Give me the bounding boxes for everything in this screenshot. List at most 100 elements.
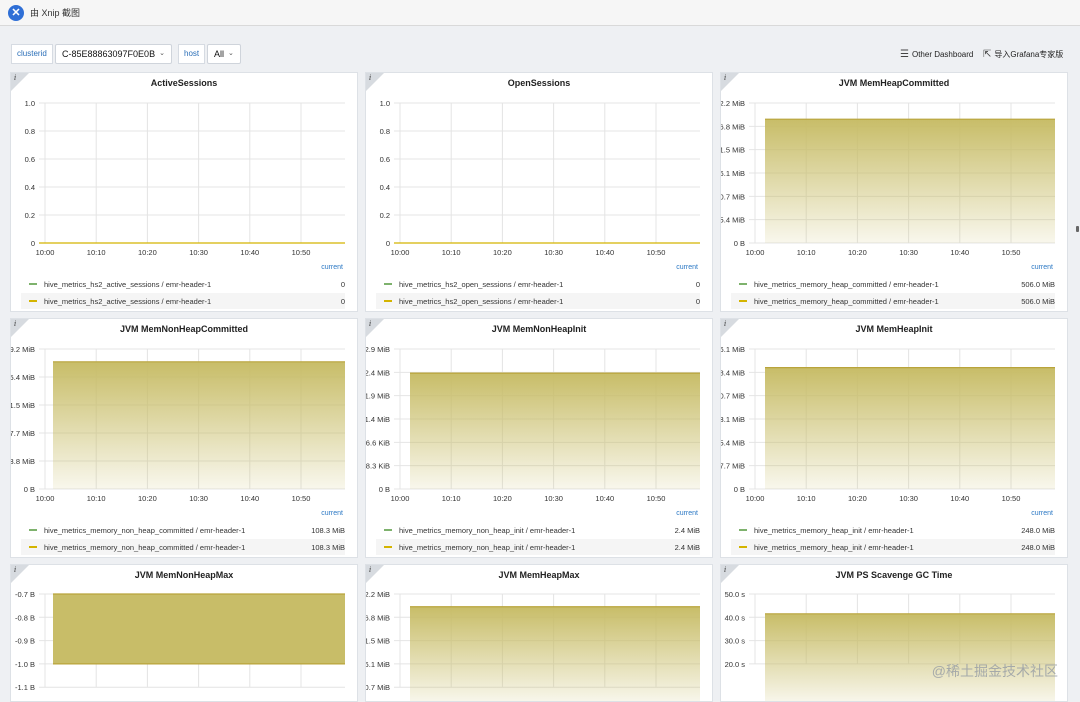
legend-current-header[interactable]: current [1031, 510, 1053, 517]
legend-row[interactable]: hive_metrics_memory_non_heap_committed /… [21, 522, 345, 538]
legend-current-value: 2.4 MiB [674, 542, 700, 552]
panel-jvm-memnonheapinit[interactable]: i JVM MemNonHeapInit 2.9 MiB 2.4 MiB 1.9 MiB… [365, 318, 713, 558]
y-tick-label: 0.2 [380, 211, 390, 220]
panel-info-corner[interactable] [366, 73, 384, 91]
legend-row[interactable]: hive_metrics_hs2_open_sessions / emr-hea… [376, 276, 700, 292]
panel-jvm-memheapinit[interactable]: i JVM MemHeapInit 286.1 MiB 238.4 MiB 190.7 … [720, 318, 1068, 558]
legend-swatch [384, 300, 392, 302]
series-area [53, 361, 345, 489]
chevron-down-icon: ⌄ [159, 50, 165, 57]
info-icon[interactable]: i [369, 320, 372, 328]
legend-current-value: 248.0 MiB [1021, 542, 1055, 552]
legend-series-name: hive_metrics_memory_heap_init / emr-head… [754, 525, 914, 535]
panel-jvm-memnonheapcommitted[interactable]: i JVM MemNonHeapCommitted 119.2 MiB 95.4 Mi… [10, 318, 358, 558]
legend-series-name: hive_metrics_hs2_open_sessions / emr-hea… [399, 279, 564, 289]
info-icon[interactable]: i [724, 74, 727, 82]
legend-row[interactable]: hive_metrics_memory_heap_committed / emr… [731, 293, 1055, 309]
panel-opensessions[interactable]: i OpenSessions 1.0 0.8 0.6 0.4 0.2 0 10:00 10:10 1… [365, 72, 713, 312]
info-icon[interactable]: i [14, 74, 17, 82]
legend-swatch [384, 529, 392, 531]
host-value: All [214, 49, 225, 59]
x-tick-label: 10:20 [848, 248, 867, 257]
panel-title: JVM MemHeapMax [498, 570, 580, 580]
chart-svg: 1.0 0.8 0.6 0.4 0.2 010:00 10:10 10:20 10:30 10:4… [380, 99, 700, 257]
y-tick-label: 1.0 [380, 99, 390, 108]
legend-current-header[interactable]: current [676, 264, 698, 271]
panel-info-corner[interactable] [366, 319, 384, 337]
legend-row[interactable]: hive_metrics_memory_non_heap_init / emr-… [376, 539, 700, 555]
legend-row[interactable]: hive_metrics_hs2_open_sessions / emr-hea… [376, 293, 700, 309]
panel-info-corner[interactable] [11, 73, 29, 91]
window-titlebar: ✕ 由 Xnip 截图 [0, 0, 1080, 26]
panel-info-corner[interactable] [366, 565, 384, 583]
panel-jvm-ps-scavenge-gc-time[interactable]: i JVM PS Scavenge GC Time 50.0 s 40.0 s 30.0… [720, 564, 1068, 702]
clusterid-value: C-85E88863097F0E0B [62, 49, 156, 59]
x-tick-label: 10:50 [292, 494, 311, 503]
legend-current-header[interactable]: current [676, 510, 698, 517]
scrollbar-handle[interactable] [1076, 226, 1079, 232]
y-tick-label: 2.4 MiB [365, 368, 390, 377]
legend-current-header[interactable]: current [321, 264, 343, 271]
panel-info-corner[interactable] [721, 319, 739, 337]
info-icon[interactable]: i [724, 320, 727, 328]
y-tick-label: 572.2 MiB [720, 99, 745, 108]
panel-info-corner[interactable] [721, 73, 739, 91]
x-tick-label: 10:10 [442, 248, 461, 257]
panel-jvm-memheapmax[interactable]: i JVM MemHeapMax 572.2 MiB 476.8 MiB 381.5 M… [365, 564, 713, 702]
series-area [410, 606, 700, 701]
clusterid-label: clusterid [11, 44, 53, 64]
clusterid-select[interactable]: C-85E88863097F0E0B ⌄ [55, 44, 172, 64]
y-tick-label: 286.1 MiB [720, 345, 745, 354]
legend-current-value: 0 [340, 279, 345, 289]
legend-series-name: hive_metrics_hs2_active_sessions / emr-h… [44, 279, 212, 289]
chart-svg: -0.7 B -0.8 B -0.9 B -1.0 B -1.1 B [15, 590, 345, 692]
chart-svg: 2.9 MiB 2.4 MiB 1.9 MiB 1.4 MiB 976.6 KiB 488… [365, 345, 700, 503]
info-icon[interactable]: i [724, 566, 727, 574]
info-icon[interactable]: i [369, 566, 372, 574]
y-tick-label: 1.4 MiB [365, 415, 390, 424]
legend-current-value: 0 [695, 296, 700, 306]
legend-row[interactable]: hive_metrics_memory_non_heap_committed /… [21, 539, 345, 555]
x-tick-label: 10:30 [189, 494, 208, 503]
y-tick-label: 0.2 [25, 211, 35, 220]
legend-row[interactable]: hive_metrics_memory_heap_init / emr-head… [731, 539, 1055, 555]
y-tick-label: 2.9 MiB [365, 345, 390, 354]
panel-info-corner[interactable] [11, 319, 29, 337]
x-tick-label: 10:40 [595, 494, 614, 503]
y-tick-label: 50.0 s [725, 590, 746, 599]
panel-activesessions[interactable]: i ActiveSessions 1.0 0.8 0.6 0.4 0.2 0 10:00 10:1… [10, 72, 358, 312]
legend-current-header[interactable]: current [321, 510, 343, 517]
legend-row[interactable]: hive_metrics_hs2_active_sessions / emr-h… [21, 293, 345, 309]
legend-current-header[interactable]: current [1031, 264, 1053, 271]
y-tick-label: 0 [386, 239, 390, 248]
legend-series-name: hive_metrics_memory_heap_committed / emr… [754, 279, 939, 289]
other-dashboard-link[interactable]: ☰ Other Dashboard [900, 49, 973, 60]
legend-series-name: hive_metrics_memory_non_heap_init / emr-… [399, 525, 576, 535]
x-tick-label: 10:40 [240, 494, 259, 503]
info-icon[interactable]: i [14, 566, 17, 574]
y-tick-label: -0.9 B [15, 637, 35, 646]
x-tick-label: 10:10 [797, 248, 816, 257]
y-tick-label: 30.0 s [725, 637, 746, 646]
info-icon[interactable]: i [14, 320, 17, 328]
panel-title: JVM MemNonHeapCommitted [119, 324, 248, 334]
legend-row[interactable]: hive_metrics_memory_heap_committed / emr… [731, 276, 1055, 292]
legend-row[interactable]: hive_metrics_memory_non_heap_init / emr-… [376, 522, 700, 538]
legend-row[interactable]: hive_metrics_hs2_active_sessions / emr-h… [21, 276, 345, 292]
x-tick-label: 10:10 [442, 494, 461, 503]
panel-jvm-memheapcommitted[interactable]: i JVM MemHeapCommitted 572.2 MiB 476.8 MiB 3… [720, 72, 1068, 312]
legend-swatch [739, 283, 747, 285]
y-tick-label: 71.5 MiB [10, 401, 35, 410]
legend-series-name: hive_metrics_hs2_active_sessions / emr-h… [44, 296, 212, 306]
legend-row[interactable]: hive_metrics_memory_heap_init / emr-head… [731, 522, 1055, 538]
panel-info-corner[interactable] [11, 565, 29, 583]
panel-title: JVM MemNonHeapInit [491, 324, 587, 334]
host-select[interactable]: All ⌄ [207, 44, 241, 64]
y-tick-label: 190.7 MiB [720, 392, 745, 401]
import-grafana-link[interactable]: ⇱ 导入Grafana专家版 [983, 49, 1063, 60]
chart-svg: 286.1 MiB 238.4 MiB 190.7 MiB 143.1 MiB 95.4… [720, 345, 1055, 503]
legend-series-name: hive_metrics_memory_heap_committed / emr… [754, 296, 939, 306]
panel-jvm-memnonheapmax[interactable]: i JVM MemNonHeapMax -0.7 B -0.8 B -0.9 B -1.0… [10, 564, 358, 702]
info-icon[interactable]: i [369, 74, 372, 82]
panel-info-corner[interactable] [721, 565, 739, 583]
